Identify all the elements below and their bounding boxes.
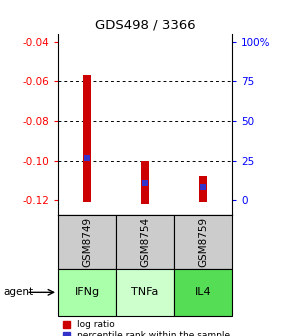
Bar [200, 184, 206, 190]
Bar [116, 269, 174, 316]
Bar [174, 269, 232, 316]
Bar [58, 215, 116, 269]
Legend: log ratio, percentile rank within the sample: log ratio, percentile rank within the sa… [63, 320, 230, 336]
Text: GSM8759: GSM8759 [198, 217, 208, 267]
Bar [58, 269, 116, 316]
Bar [174, 215, 232, 269]
Bar [116, 215, 174, 269]
Bar [84, 155, 90, 161]
Bar [141, 161, 149, 204]
Bar [142, 180, 148, 186]
Text: GSM8754: GSM8754 [140, 217, 150, 267]
Text: IFNg: IFNg [75, 287, 99, 297]
Bar [199, 176, 207, 202]
Title: GDS498 / 3366: GDS498 / 3366 [95, 18, 195, 31]
Text: TNFa: TNFa [131, 287, 159, 297]
Text: IL4: IL4 [195, 287, 211, 297]
Text: GSM8749: GSM8749 [82, 217, 92, 267]
Text: agent: agent [3, 287, 33, 297]
Bar [83, 75, 91, 202]
